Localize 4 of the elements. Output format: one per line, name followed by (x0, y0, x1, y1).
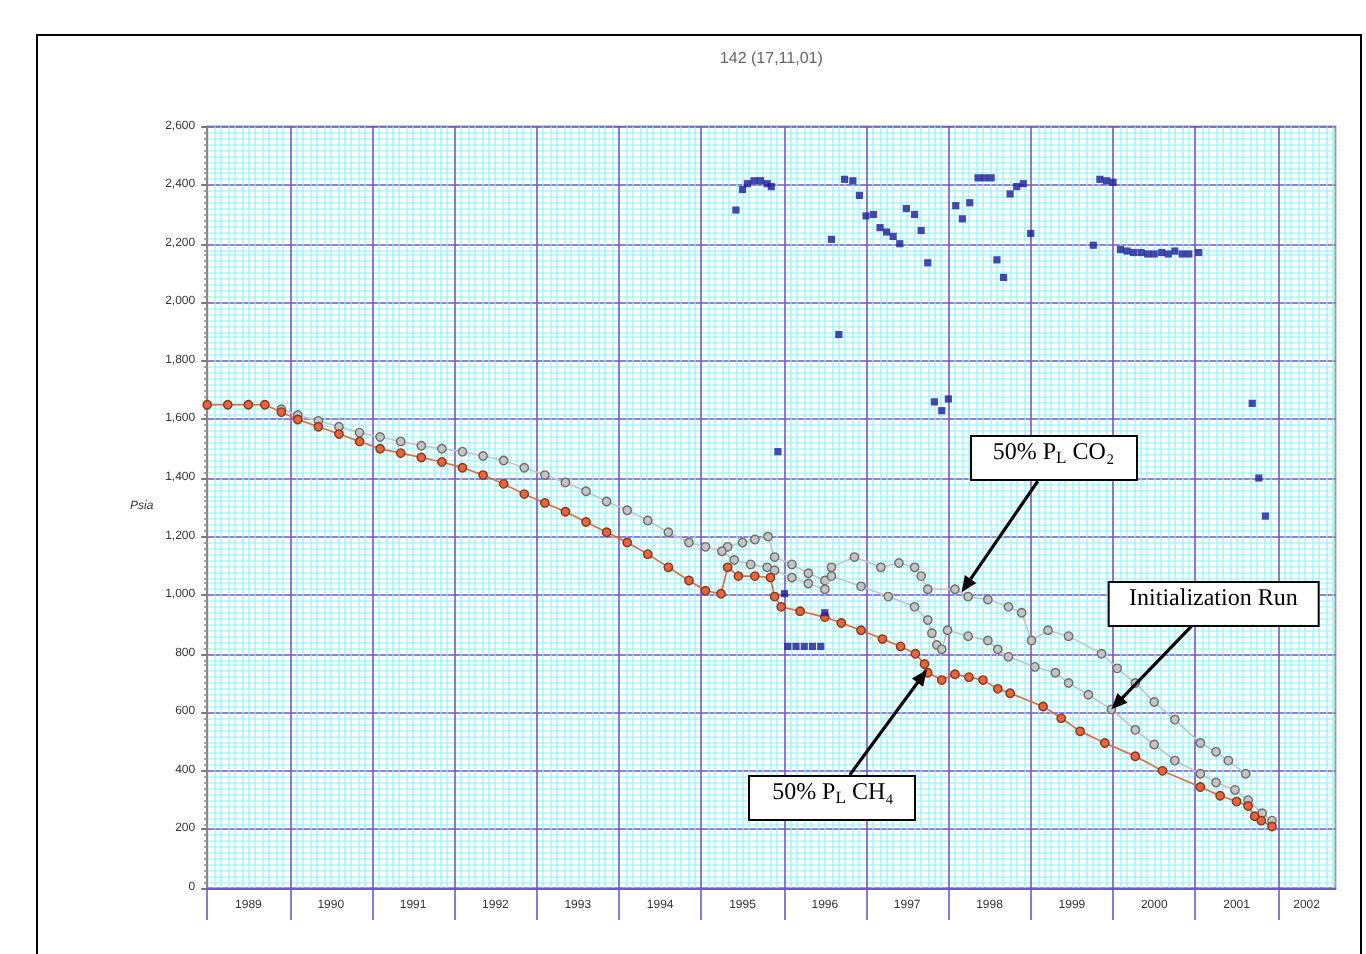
annotation: 50% P$_{L}$ CH₄ (748, 774, 917, 821)
chart-title: 142 (17,11,01) (719, 49, 824, 67)
annotation: 50% P$_{L}$ CO₂ (969, 435, 1138, 482)
annotation: Initialization Run (1107, 580, 1320, 627)
